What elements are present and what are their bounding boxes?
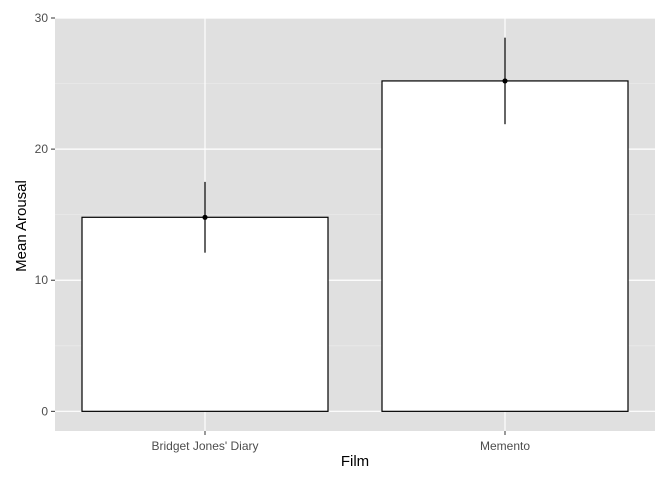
y-tick-label: 0 [41, 404, 48, 418]
y-tick-label: 20 [35, 142, 49, 156]
mean-point-1 [502, 78, 508, 84]
x-tick-label: Bridget Jones' Diary [151, 439, 258, 453]
error-bars [202, 37, 508, 253]
x-axis: Bridget Jones' Diary Memento [151, 431, 530, 453]
x-tick-label: Memento [480, 439, 530, 453]
y-axis-title: Mean Arousal [13, 180, 30, 272]
y-tick-label: 30 [35, 11, 49, 25]
mean-point-0 [202, 214, 208, 220]
y-axis: 0 10 20 30 [35, 11, 55, 418]
x-axis-title: Film [341, 453, 369, 470]
y-tick-label: 10 [35, 273, 49, 287]
bar-1 [381, 80, 629, 412]
